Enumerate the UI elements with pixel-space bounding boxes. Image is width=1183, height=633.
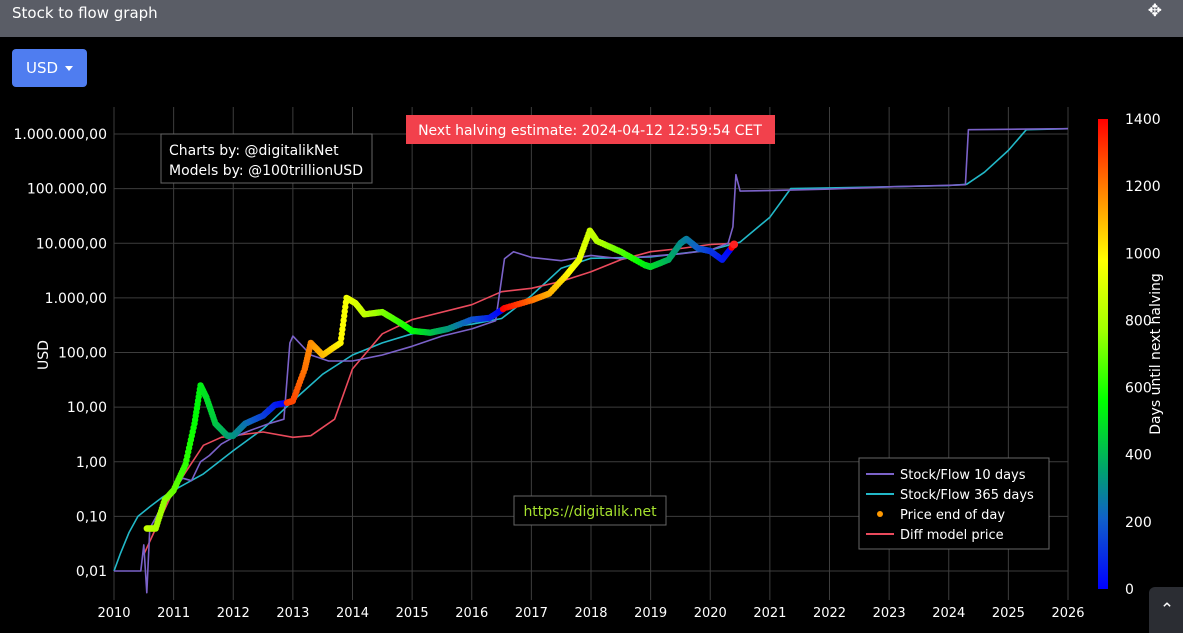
x-tick-label: 2019: [634, 606, 667, 621]
credits-line-charts: Charts by: @digitalikNet: [169, 143, 339, 159]
legend: Stock/Flow 10 days Stock/Flow 365 days P…: [858, 457, 1050, 550]
site-link[interactable]: https://digitalik.net: [523, 504, 657, 520]
x-tick-label: 2014: [336, 606, 369, 621]
x-tick-label: 2025: [992, 606, 1025, 621]
colorbar-tick-label: 1400: [1125, 112, 1161, 128]
site-link-box[interactable]: https://digitalik.net: [513, 495, 667, 526]
window-titlebar: Stock to flow graph ✥: [0, 0, 1183, 37]
x-tick-label: 2016: [455, 606, 488, 621]
x-tick-label: 2018: [574, 606, 607, 621]
y-axis-label: USD: [36, 340, 52, 370]
legend-item-diff-model: Diff model price: [900, 528, 1004, 543]
y-tick-label: 1.000.000,00: [13, 127, 107, 143]
y-tick-label: 100.000,00: [27, 182, 107, 198]
chevron-up-icon: ⌃: [1159, 600, 1175, 620]
chevron-down-icon: [65, 65, 74, 71]
window-title: Stock to flow graph: [12, 4, 158, 22]
x-tick-label: 2017: [515, 606, 548, 621]
legend-item-price: Price end of day: [900, 508, 1005, 523]
y-tick-label: 0,01: [76, 564, 107, 580]
x-tick-label: 2026: [1051, 606, 1084, 621]
x-tick-label: 2023: [873, 606, 906, 621]
colorbar-tick-label: 800: [1125, 313, 1152, 329]
colorbar: 0 200 400 600 800 1000 1200 1400 Days until nex…: [1098, 112, 1164, 598]
y-tick-label: 1.000,00: [45, 291, 107, 307]
x-tick-label: 2010: [97, 606, 130, 621]
x-tick-label: 2012: [217, 606, 250, 621]
colorbar-tick-label: 200: [1125, 515, 1152, 531]
colorbar-label: Days until next halving: [1148, 273, 1164, 435]
x-tick-label: 2011: [157, 606, 190, 621]
y-tick-label: 10,00: [67, 400, 107, 416]
move-arrows-icon[interactable]: ✥: [1147, 1, 1162, 21]
colorbar-tick-label: 400: [1125, 448, 1152, 464]
x-tick-label: 2024: [932, 606, 965, 621]
price-markers: [143, 227, 739, 532]
colorbar-tick-label: 0: [1125, 582, 1134, 598]
legend-swatch-price: [877, 511, 883, 517]
colorbar-gradient: [1098, 119, 1108, 589]
halving-estimate-text: Next halving estimate: 2024-04-12 12:59:…: [418, 123, 762, 139]
x-tick-label: 2013: [276, 606, 309, 621]
y-tick-label: 100,00: [58, 346, 107, 362]
halving-banner: Next halving estimate: 2024-04-12 12:59:…: [406, 115, 775, 144]
x-tick-label: 2015: [396, 606, 429, 621]
colorbar-tick-label: 1200: [1125, 179, 1161, 195]
price-point-latest: [730, 240, 739, 249]
credits-box: Charts by: @digitalikNet Models by: @100…: [160, 133, 373, 184]
legend-item-s2f10: Stock/Flow 10 days: [900, 468, 1026, 483]
credits-line-models: Models by: @100trillionUSD: [169, 163, 363, 179]
currency-dropdown-button[interactable]: USD: [12, 49, 87, 87]
y-tick-label: 0,10: [76, 509, 107, 525]
scroll-to-top-button[interactable]: ⌃: [1149, 587, 1183, 633]
chart-axes: 2010 2011 2012 2013 2014 2015 2016 2017 2018 2019…: [13, 127, 1084, 621]
y-tick-label: 1,00: [76, 455, 107, 471]
y-tick-label: 10.000,00: [36, 236, 107, 252]
colorbar-tick-label: 1000: [1125, 246, 1161, 262]
colorbar-tick-label: 600: [1125, 381, 1152, 397]
currency-label: USD: [25, 59, 59, 77]
x-tick-label: 2020: [694, 606, 727, 621]
x-tick-label: 2021: [753, 606, 786, 621]
legend-item-s2f365: Stock/Flow 365 days: [900, 488, 1034, 503]
x-tick-label: 2022: [813, 606, 846, 621]
